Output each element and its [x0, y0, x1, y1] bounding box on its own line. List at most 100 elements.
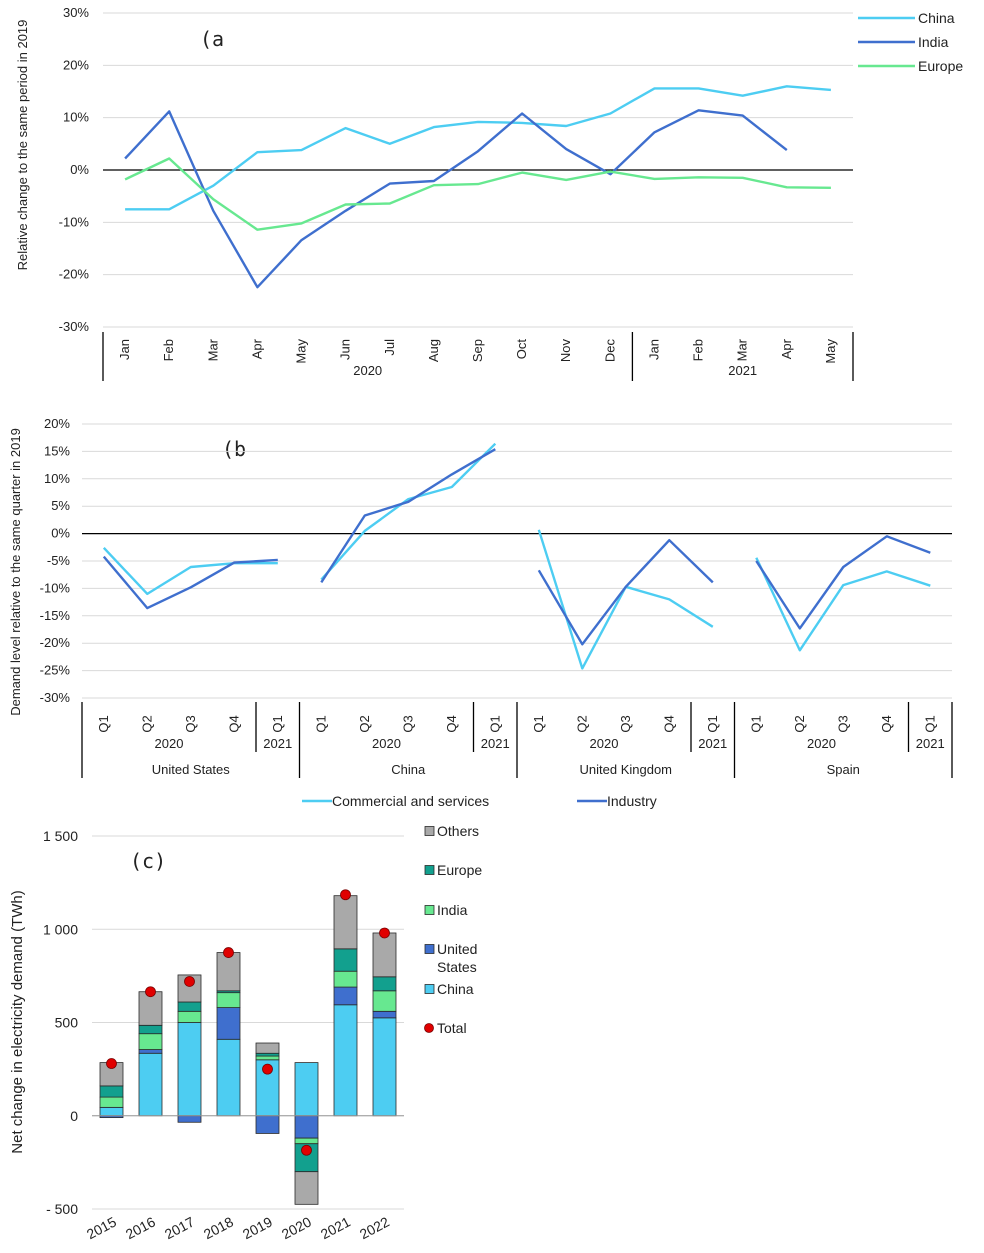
panel-b-year-label: 2020 [372, 736, 401, 751]
panel-c-legend-label: Others [437, 823, 479, 839]
panel-a-year-label: 2020 [353, 363, 382, 378]
panel-c-x-tick-label: 2017 [162, 1213, 197, 1242]
panel-a-x-tick-label: Jul [382, 339, 397, 356]
panel-b-x-tick-label: Q1 [313, 715, 328, 732]
panel-b-line-industry [537, 539, 714, 646]
panel-b-x-tick-label: Q1 [270, 715, 285, 732]
panel-b-chart: (b Demand level relative to the same qua… [8, 416, 953, 809]
panel-b-line-commercial [320, 442, 497, 581]
panel-c-total-marker [223, 947, 234, 958]
panel-b-legend-label: Industry [607, 793, 657, 809]
panel-a-x-tick-label: Jan [646, 339, 661, 360]
panel-c-y-tick-label: 500 [55, 1015, 79, 1031]
panel-c-bar-europe [177, 1001, 202, 1012]
panel-b-x-tick-label: Q4 [226, 715, 241, 732]
panel-b-country-label: China [391, 762, 426, 777]
panel-a-line-europe [124, 157, 831, 231]
panel-c-x-axis: 2015 2016 2017 2018 2019 2020 2021 2022 [84, 1115, 404, 1242]
panel-c-y-tick-labels: 1 500 1 000 500 0 - 500 [43, 828, 78, 1217]
panel-c-legend-swatch [424, 865, 435, 875]
panel-c-x-tick-label: 2018 [201, 1213, 236, 1242]
panel-c-bar-united-states [177, 1115, 202, 1123]
panel-b-grid [82, 423, 952, 699]
panel-a-x-tick-label: Feb [691, 339, 706, 361]
panel-b-y-tick-label: -15% [40, 608, 71, 623]
panel-c-bar-india [255, 1055, 280, 1061]
panel-a-x-tick-label: Jan [117, 339, 132, 360]
panel-c-bar-others [216, 952, 241, 992]
panel-a-x-tick-label: May [823, 339, 838, 364]
panel-b-x-tick-label: Q1 [922, 715, 937, 732]
panel-a-y-tick-label: 10% [63, 110, 89, 125]
panel-b-country-label: United States [152, 762, 231, 777]
panel-b-y-tick-label: -25% [40, 663, 71, 678]
panel-b-y-tick-label: -5% [47, 553, 71, 568]
panel-b-x-tick-label: Q4 [661, 715, 676, 732]
panel-a-label: (a [200, 27, 224, 51]
panel-b-y-axis-title: Demand level relative to the same quarte… [8, 428, 23, 716]
panel-a-x-tick-label: Dec [602, 339, 617, 363]
panel-a-line-india [124, 109, 788, 289]
panel-a-x-tick-label: Apr [249, 338, 264, 359]
panel-a-x-tick-label: Sep [470, 339, 485, 362]
panel-b-x-tick-label: Q2 [574, 715, 589, 732]
panel-b-line-industry [755, 535, 931, 630]
panel-c-bar-china [138, 1052, 163, 1117]
panel-a-y-tick-label: 30% [63, 5, 89, 20]
panel-c-legend-label: India [437, 902, 468, 918]
panel-b-year-label: 2021 [916, 736, 945, 751]
panel-c-bar-united-states [138, 1049, 163, 1054]
panel-a-x-tick-label: Mar [735, 338, 750, 361]
panel-c-x-tick-label: 2016 [123, 1213, 158, 1242]
panel-c-x-tick-label: 2020 [279, 1213, 314, 1242]
panel-c-x-tick-label: 2015 [84, 1213, 119, 1242]
panel-b-year-label: 2020 [590, 736, 619, 751]
panel-c-bar-europe [333, 948, 358, 972]
panel-b-line-commercial [102, 546, 278, 596]
panel-a-x-tick-label: May [294, 339, 309, 364]
panel-a-legend-label: India [918, 34, 949, 50]
panel-c-bar-india [177, 1010, 202, 1023]
panel-c-legend-swatch [424, 944, 435, 954]
panel-c-bar-europe [138, 1024, 163, 1035]
panel-b-year-label: 2021 [481, 736, 510, 751]
panel-c-bar-united-states [294, 1115, 319, 1139]
panel-b-line-industry [102, 555, 278, 610]
panel-c-total-marker [379, 927, 390, 939]
panel-a-x-tick-label: Nov [558, 339, 573, 363]
panel-b-x-tick-label: Q1 [531, 715, 546, 732]
panel-c-bar-others [294, 1171, 319, 1205]
panel-b-line-commercial [755, 557, 931, 652]
panel-c-y-tick-label: 1 500 [43, 828, 78, 844]
panel-a-grid [103, 12, 853, 328]
panel-c-bar-china [177, 1022, 202, 1117]
panel-c-total-marker [262, 1063, 273, 1075]
panel-b-y-tick-label: 0% [51, 526, 70, 541]
panel-c-total-marker [301, 1144, 312, 1156]
panel-a-y-tick-label: 0% [70, 162, 89, 177]
panel-b-x-tick-label: Q2 [139, 715, 154, 732]
panel-b-x-axis: Q1 Q2 Q3 Q4 Q1 2020 2021 United States Q1 Q2 Q3 Q4 Q… [81, 702, 953, 778]
panel-a-series-lines [124, 85, 831, 289]
panel-c-chart: (c) Net change in electricity demand (TW… [9, 823, 482, 1242]
panel-c-bar-others [255, 1042, 280, 1054]
panel-c-bar-others [372, 932, 397, 978]
panel-b-x-tick-label: Q4 [444, 715, 459, 732]
panel-a-x-tick-label: Apr [779, 338, 794, 359]
panel-a-x-axis: Jan Feb Mar Apr May Jun Jul Aug Sep Oct Nov Dec Jan F… [102, 332, 854, 381]
panel-c-bar-china [333, 1004, 358, 1117]
panel-c-legend-swatch [424, 1023, 434, 1033]
panel-c-stacked-bars [99, 895, 397, 1205]
panel-a-line-china [125, 85, 831, 211]
panel-c-legend-label: Europe [437, 862, 482, 878]
panel-b-year-label: 2021 [263, 736, 292, 751]
panel-c-legend-label: Total [437, 1020, 467, 1036]
panel-b-y-tick-label: 20% [44, 416, 70, 431]
panel-c-y-tick-label: 0 [70, 1108, 78, 1124]
panel-c-bar-india [99, 1096, 124, 1108]
panel-c-bar-united-states [333, 986, 358, 1006]
panel-c-legend-swatch [424, 826, 435, 836]
panel-b-y-tick-label: -10% [40, 580, 71, 595]
panel-c-bar-others [177, 974, 202, 1003]
panel-c-bar-india [333, 970, 358, 988]
